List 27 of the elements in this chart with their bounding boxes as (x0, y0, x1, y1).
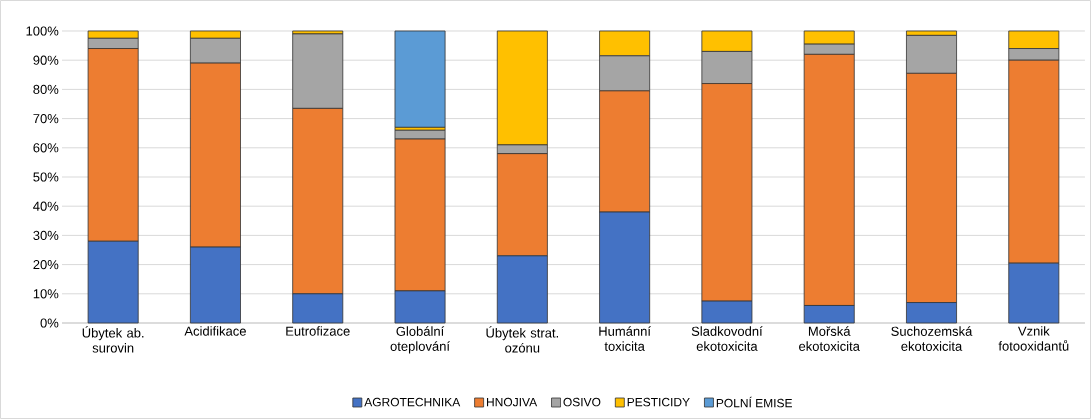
legend-label: HNOJIVA (487, 397, 538, 407)
y-tick-label: 40% (33, 201, 59, 211)
legend-label: AGROTECHNIKA (364, 397, 461, 407)
y-tick-label: 80% (33, 84, 59, 94)
y-tick-label: 0% (40, 318, 59, 328)
x-tick-label: Vznik fotooxidantů (998, 326, 1069, 351)
y-tick-label: 100% (26, 26, 59, 36)
y-tick-label: 90% (33, 55, 59, 65)
legend-label: PESTICIDY (627, 397, 690, 407)
y-tick-label: 70% (33, 113, 59, 124)
y-tick-label: 30% (33, 230, 59, 240)
y-tick-label: 60% (33, 143, 59, 153)
bar (394, 30, 446, 128)
y-tick-label: 10% (33, 289, 59, 299)
x-tick-label: Úbytek strat. ozónu (486, 326, 558, 353)
x-tick-label: Acidifikace (184, 326, 246, 336)
x-tick-label: Suchozemská ekotoxicita (891, 326, 973, 351)
x-tick-label: Globální oteplování (390, 326, 450, 354)
x-tick-label: Sladkovodní ekotoxicita (691, 326, 763, 351)
x-tick-label: Humánní toxicita (599, 326, 651, 351)
x-tick-label: Eutrofizace (286, 326, 350, 336)
y-tick-label: 20% (33, 260, 59, 270)
y-tick-label: 50% (33, 172, 59, 182)
x-tick-label: Úbytek ab. surovin (82, 326, 144, 353)
legend-label: POLNÍ EMISE (716, 396, 792, 408)
legend-label: OSIVO (563, 397, 601, 407)
x-tick-label: Mořská ekotoxicita (799, 326, 860, 351)
